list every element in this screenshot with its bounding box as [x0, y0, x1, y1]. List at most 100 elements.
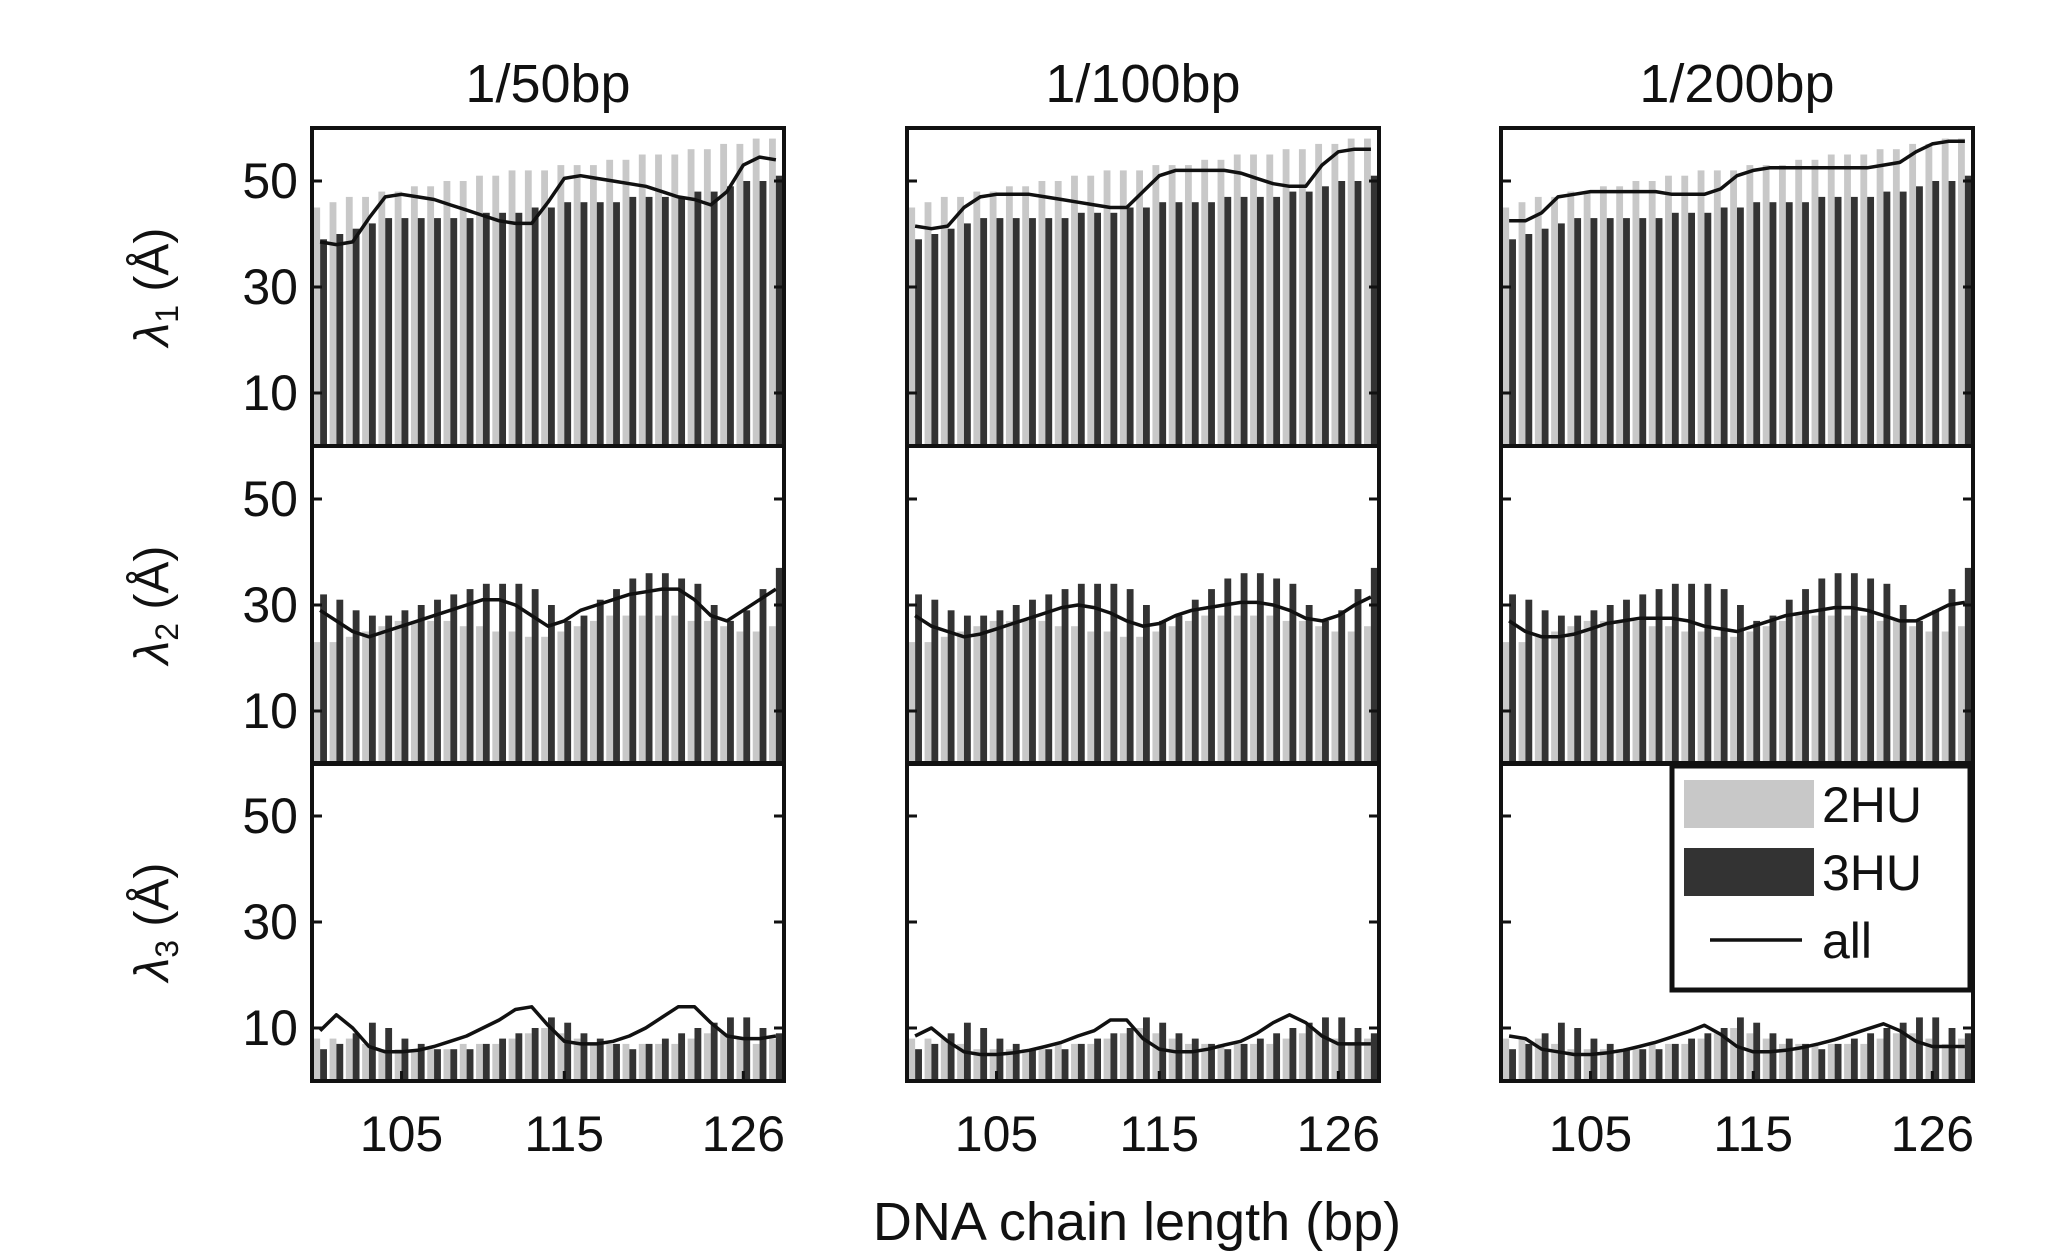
bar-2hu — [1599, 186, 1607, 447]
bar-2hu — [508, 1038, 516, 1081]
bar-3hu — [1224, 578, 1232, 764]
bar-2hu — [720, 143, 728, 446]
bar-2hu — [736, 631, 744, 764]
bar-3hu — [1045, 218, 1053, 446]
bar-2hu — [313, 642, 321, 764]
bar-3hu — [1012, 605, 1020, 764]
bar-3hu — [368, 615, 376, 764]
bar-3hu — [727, 186, 734, 447]
bar-2hu — [1282, 1038, 1290, 1081]
bar-3hu — [352, 228, 360, 446]
bar-2hu — [924, 1038, 932, 1081]
bar-2hu — [1632, 620, 1640, 764]
bar-2hu — [1778, 165, 1786, 446]
bar-2hu — [1331, 1038, 1339, 1081]
bar-2hu — [1746, 631, 1754, 764]
bar-3hu — [1883, 1028, 1891, 1081]
bar-3hu — [1273, 196, 1281, 446]
bar-3hu — [1818, 578, 1826, 764]
bar-3hu — [759, 1028, 767, 1081]
bar-2hu — [378, 1049, 386, 1081]
bar-3hu — [1720, 589, 1728, 764]
bar-3hu — [947, 228, 955, 446]
bar-3hu — [450, 218, 458, 446]
bar-3hu — [548, 207, 555, 446]
bar-3hu — [1354, 1028, 1362, 1081]
bar-2hu — [1795, 159, 1803, 447]
bar-3hu — [1338, 181, 1346, 446]
bar-2hu — [1119, 636, 1127, 764]
bar-3hu — [996, 610, 1004, 764]
bar-2hu — [1266, 1043, 1274, 1081]
bar-2hu — [655, 615, 662, 764]
bar-2hu — [557, 631, 565, 764]
bar-3hu — [1769, 202, 1777, 446]
bar-2hu — [1583, 1049, 1591, 1081]
bar-3hu — [963, 615, 971, 764]
bar-2hu — [638, 615, 646, 764]
bar-3hu — [963, 223, 971, 446]
bar-2hu — [1730, 1028, 1737, 1081]
bar-2hu — [557, 165, 565, 446]
bar-2hu — [1152, 165, 1160, 446]
bar-3hu — [466, 1049, 474, 1081]
bar-2hu — [606, 1043, 614, 1081]
bar-2hu — [1168, 626, 1176, 764]
bar-3hu — [1688, 1038, 1696, 1081]
bar-2hu — [476, 175, 483, 446]
bar-2hu — [957, 196, 964, 446]
bar-3hu — [1899, 1022, 1907, 1081]
panel: 105 115 126 — [905, 761, 1381, 1162]
bar-2hu — [1315, 1033, 1323, 1081]
bar-3hu — [1883, 583, 1891, 764]
bar-2hu — [1184, 165, 1192, 446]
bar-3hu — [1769, 1033, 1777, 1081]
bar-3hu — [1110, 212, 1118, 446]
bar-2hu — [924, 202, 932, 446]
bar-2hu — [908, 642, 916, 764]
bar-2hu — [606, 159, 614, 447]
bar-2hu — [1103, 1038, 1111, 1081]
bar-2hu — [1534, 196, 1542, 446]
bar-3hu — [1916, 1017, 1923, 1081]
bar-3hu — [1256, 573, 1264, 764]
bar-3hu — [1655, 1049, 1663, 1081]
bar-2hu — [1925, 143, 1933, 446]
bar-2hu — [459, 626, 467, 764]
bar-3hu — [1256, 1038, 1264, 1081]
bar-3hu — [466, 589, 474, 764]
bar-2hu — [1250, 1043, 1257, 1081]
bar-2hu — [1103, 631, 1111, 764]
bar-3hu — [1305, 1022, 1313, 1081]
bar-2hu — [1005, 620, 1013, 764]
bar-2hu — [1713, 636, 1721, 764]
column-title: 1/50bp — [465, 54, 630, 114]
bar-2hu — [1502, 1038, 1510, 1081]
bar-3hu — [320, 1049, 327, 1081]
bar-2hu — [476, 626, 483, 764]
bar-3hu — [336, 1043, 344, 1081]
bar-2hu — [1599, 620, 1607, 764]
bar-3hu — [580, 202, 588, 446]
bar-2hu — [655, 1043, 662, 1081]
bar-2hu — [720, 626, 728, 764]
legend-label: 3HU — [1822, 845, 1922, 901]
bar-3hu — [1688, 583, 1696, 764]
bar-2hu — [1136, 1028, 1143, 1081]
bar-3hu — [1541, 610, 1549, 764]
bar-3hu — [1623, 218, 1630, 446]
bar-2hu — [362, 196, 369, 446]
x-tick-label: 115 — [524, 1106, 604, 1162]
bar-2hu — [476, 1043, 483, 1081]
bar-3hu — [1094, 1038, 1102, 1081]
legend-label: all — [1822, 913, 1872, 969]
bar-3hu — [1818, 1049, 1826, 1081]
bar-2hu — [508, 170, 516, 446]
bar-3hu — [1590, 218, 1598, 446]
bar-3hu — [401, 218, 409, 446]
bar-2hu — [1681, 1043, 1689, 1081]
line-all — [1509, 139, 1965, 223]
bar-3hu — [1557, 223, 1565, 446]
bar-3hu — [759, 589, 767, 764]
